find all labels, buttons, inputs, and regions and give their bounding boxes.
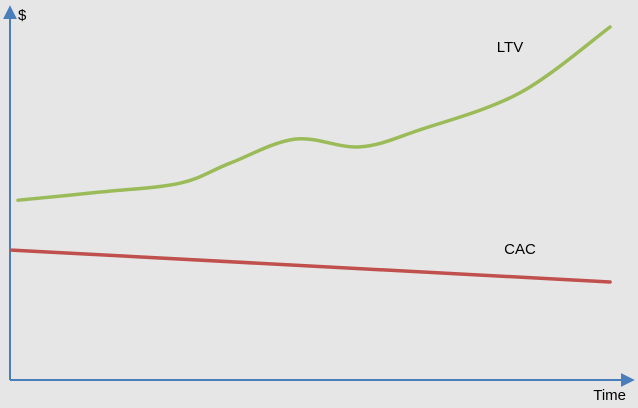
x-axis-label: Time: [593, 387, 626, 404]
series-line: [16, 25, 612, 202]
y-axis-label: $: [18, 7, 27, 24]
series-label: CAC: [504, 241, 536, 258]
series-line: [10, 248, 612, 284]
series-label: LTV: [497, 39, 523, 56]
